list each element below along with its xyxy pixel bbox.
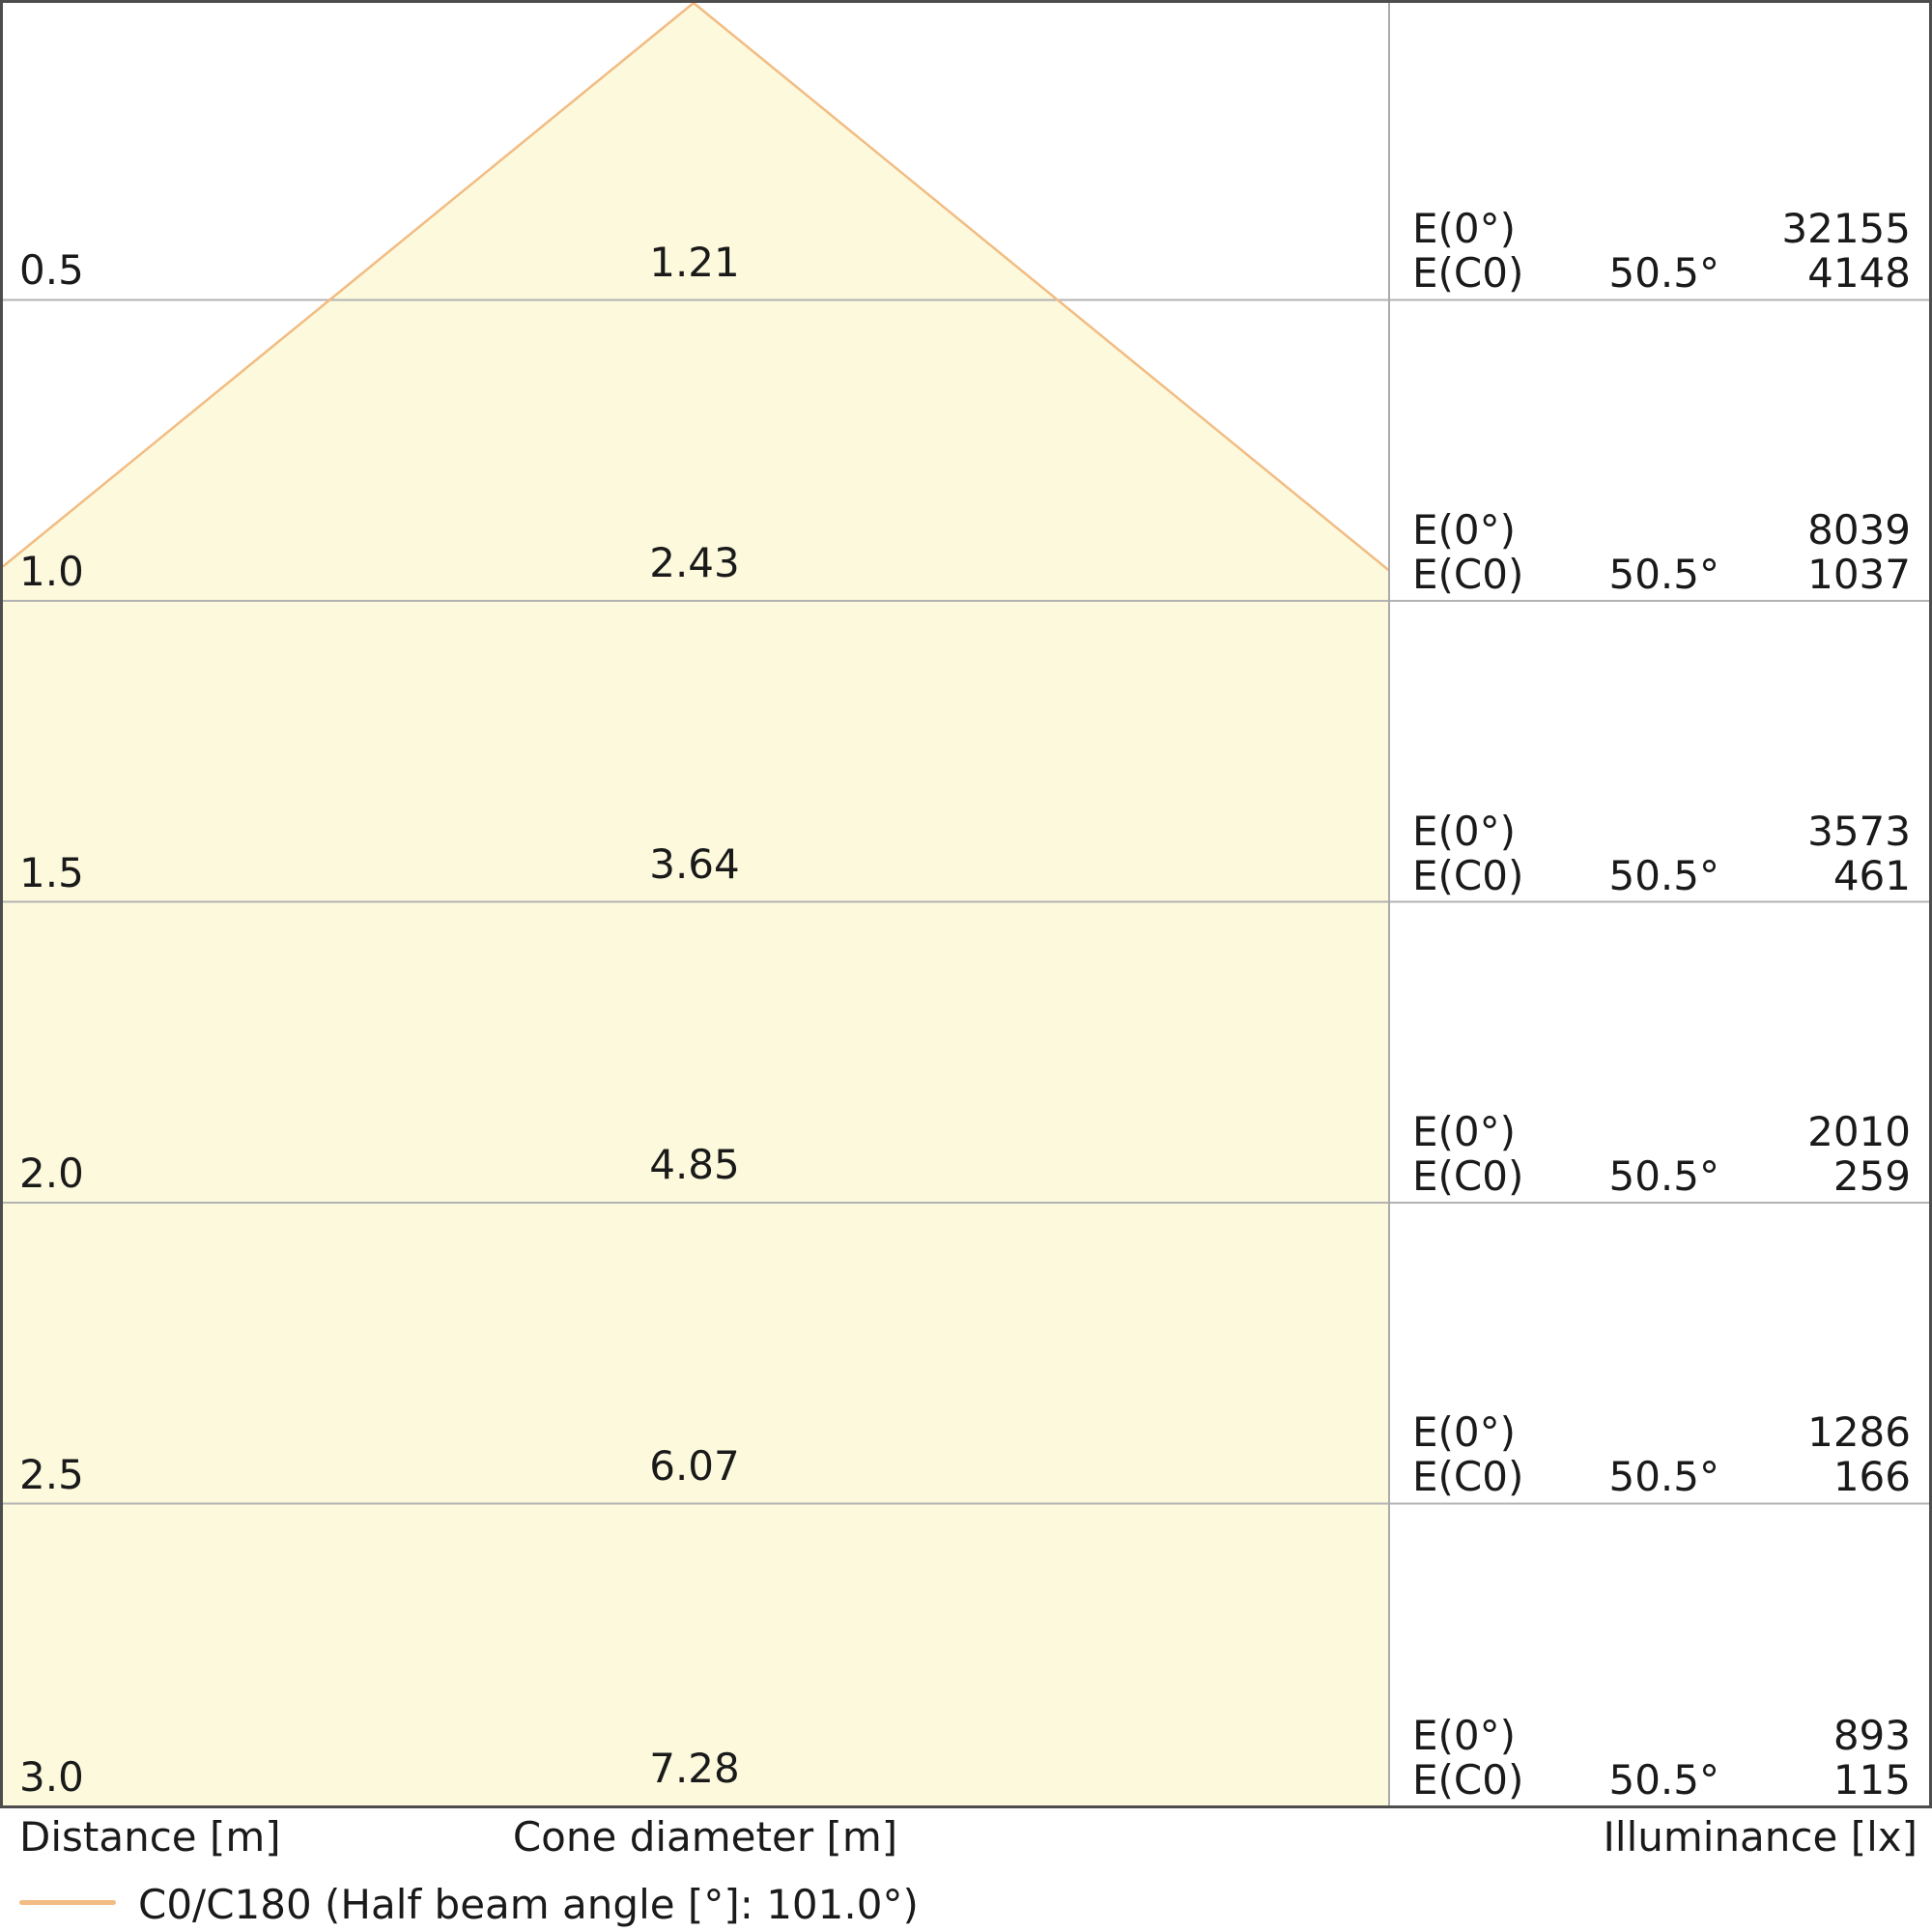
- e0-angle: [1605, 207, 1719, 251]
- ec0-label: E(C0): [1412, 852, 1524, 899]
- e0-value: 1286: [1807, 1408, 1911, 1456]
- e0-angle: [1605, 810, 1719, 854]
- ec0-value: 115: [1833, 1756, 1911, 1804]
- ec0-value: 259: [1833, 1152, 1911, 1200]
- e0-line: E(0°) 2010: [1412, 1110, 1911, 1154]
- illuminance-row-1-0: E(0°) 8039 E(C0) 50.5° 1037: [1412, 508, 1911, 597]
- distance-label-0-5: 0.5: [19, 246, 84, 294]
- ec0-label: E(C0): [1412, 1453, 1524, 1500]
- illuminance-row-0-5: E(0°) 32155 E(C0) 50.5° 4148: [1412, 207, 1911, 296]
- ec0-label: E(C0): [1412, 1152, 1524, 1200]
- e0-label: E(0°): [1412, 1408, 1517, 1456]
- e0-label: E(0°): [1412, 1712, 1517, 1759]
- cone-diameter-axis-label: Cone diameter [m]: [512, 1813, 898, 1861]
- e0-line: E(0°) 1286: [1412, 1410, 1911, 1455]
- e0-label: E(0°): [1412, 1108, 1517, 1155]
- cone-diameter-value-1-5: 3.64: [649, 840, 740, 888]
- ec0-line: E(C0) 50.5° 166: [1412, 1455, 1911, 1499]
- e0-label: E(0°): [1412, 506, 1517, 554]
- illuminance-row-1-5: E(0°) 3573 E(C0) 50.5° 461: [1412, 810, 1911, 898]
- legend-label: C0/C180 (Half beam angle [°]: 101.0°): [138, 1881, 919, 1928]
- e0-angle: [1605, 508, 1719, 553]
- e0-angle: [1605, 1410, 1719, 1455]
- ec0-line: E(C0) 50.5° 259: [1412, 1154, 1911, 1199]
- e0-value: 8039: [1807, 506, 1911, 554]
- cone-diameter-value-0-5: 1.21: [649, 239, 740, 286]
- cone-edge-left: [2, 2, 695, 568]
- distance-label-2-5: 2.5: [19, 1451, 84, 1498]
- illuminance-row-2-0: E(0°) 2010 E(C0) 50.5° 259: [1412, 1110, 1911, 1199]
- ec0-line: E(C0) 50.5° 115: [1412, 1758, 1911, 1803]
- ec0-angle: 50.5°: [1608, 551, 1719, 598]
- cone-edge-right: [693, 2, 1390, 572]
- ec0-value: 1037: [1807, 551, 1911, 598]
- distance-label-1-0: 1.0: [19, 548, 84, 595]
- cone-diameter-value-3-0: 7.28: [649, 1745, 740, 1792]
- ec0-label: E(C0): [1412, 249, 1524, 297]
- ec0-angle: 50.5°: [1608, 852, 1719, 899]
- ec0-angle: 50.5°: [1608, 249, 1719, 297]
- illuminance-axis-label: Illuminance [lx]: [1603, 1813, 1918, 1861]
- illuminance-row-3-0: E(0°) 893 E(C0) 50.5° 115: [1412, 1714, 1911, 1803]
- e0-label: E(0°): [1412, 205, 1517, 252]
- illuminance-row-2-5: E(0°) 1286 E(C0) 50.5° 166: [1412, 1410, 1911, 1499]
- ec0-label: E(C0): [1412, 1756, 1524, 1804]
- legend-line-swatch: [19, 1900, 116, 1905]
- distance-label-3-0: 3.0: [19, 1753, 84, 1801]
- cone-diameter-value-2-0: 4.85: [649, 1141, 740, 1188]
- e0-line: E(0°) 893: [1412, 1714, 1911, 1758]
- e0-label: E(0°): [1412, 808, 1517, 855]
- ec0-label: E(C0): [1412, 551, 1524, 598]
- e0-line: E(0°) 8039: [1412, 508, 1911, 553]
- e0-value: 893: [1833, 1712, 1911, 1759]
- cone-diameter-value-2-5: 6.07: [649, 1442, 740, 1490]
- ec0-line: E(C0) 50.5° 1037: [1412, 553, 1911, 597]
- ec0-value: 166: [1833, 1453, 1911, 1500]
- ec0-value: 4148: [1807, 249, 1911, 297]
- cone-fill-shape: [3, 3, 1389, 1806]
- ec0-angle: 50.5°: [1608, 1453, 1719, 1500]
- chart-border: [0, 0, 1932, 1808]
- e0-value: 2010: [1807, 1108, 1911, 1155]
- e0-line: E(0°) 32155: [1412, 207, 1911, 251]
- e0-angle: [1605, 1714, 1719, 1758]
- e0-angle: [1605, 1110, 1719, 1154]
- e0-value: 3573: [1807, 808, 1911, 855]
- distance-label-2-0: 2.0: [19, 1150, 84, 1197]
- distance-label-1-5: 1.5: [19, 849, 84, 896]
- e0-line: E(0°) 3573: [1412, 810, 1911, 854]
- ec0-value: 461: [1833, 852, 1911, 899]
- ec0-angle: 50.5°: [1608, 1756, 1719, 1804]
- cone-diameter-value-1-0: 2.43: [649, 539, 740, 586]
- distance-axis-label: Distance [m]: [19, 1813, 281, 1861]
- e0-value: 32155: [1781, 205, 1911, 252]
- ec0-line: E(C0) 50.5° 4148: [1412, 251, 1911, 296]
- ec0-angle: 50.5°: [1608, 1152, 1719, 1200]
- ec0-line: E(C0) 50.5° 461: [1412, 854, 1911, 898]
